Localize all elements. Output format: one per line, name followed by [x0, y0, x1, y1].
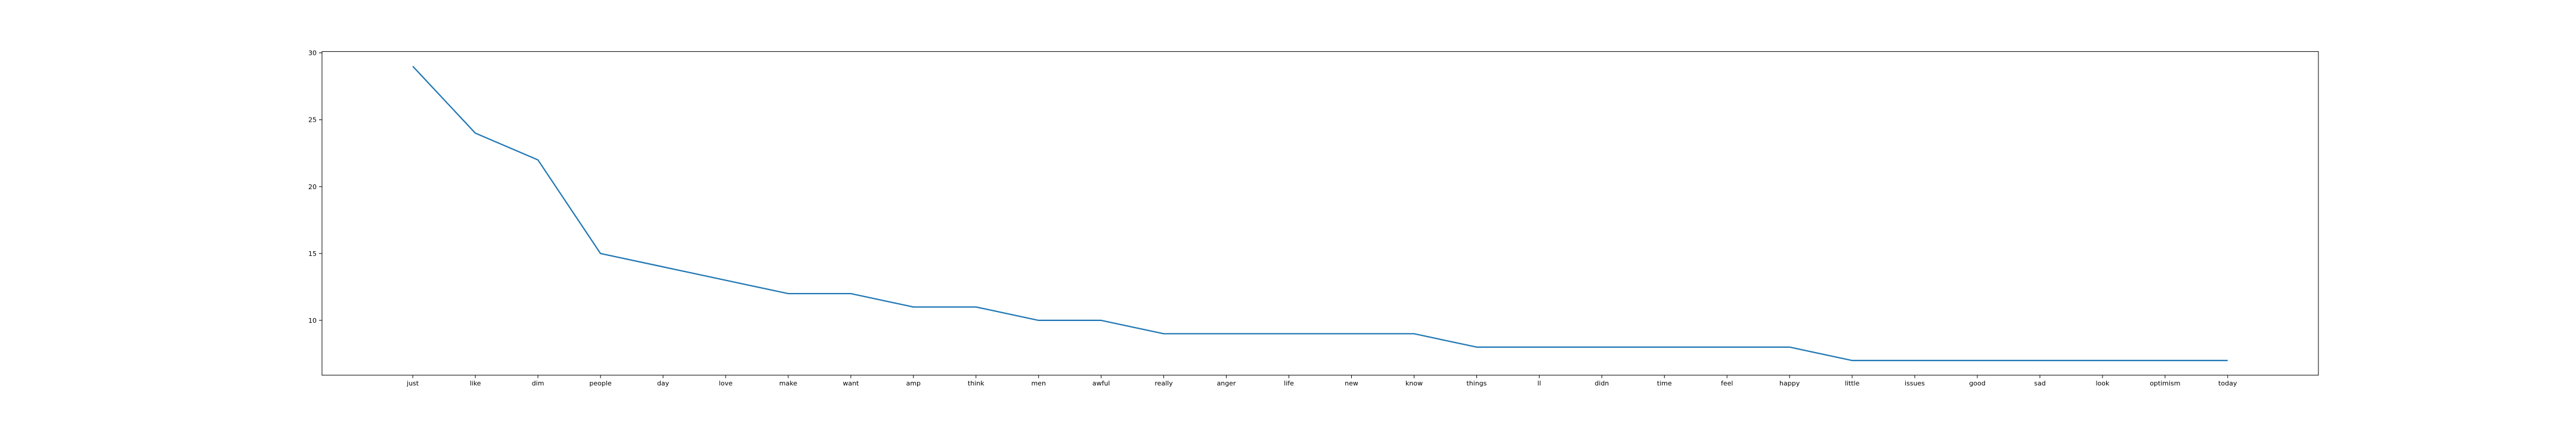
- y-tick-label: 20: [308, 183, 317, 191]
- y-tick-label: 30: [308, 50, 317, 57]
- x-tick-label: happy: [1779, 379, 1800, 387]
- x-tick-label: make: [779, 379, 797, 387]
- x-tick-label: issues: [1905, 379, 1925, 387]
- x-tick-label: feel: [1721, 379, 1733, 387]
- y-axis: 10 15 20 25 30: [308, 50, 322, 325]
- x-tick-label: men: [1031, 379, 1045, 387]
- x-tick-label: day: [657, 379, 670, 387]
- x-tick-label: love: [719, 379, 732, 387]
- x-tick-label: amp: [906, 379, 921, 387]
- x-tick-label: new: [1345, 379, 1358, 387]
- x-tick-label: life: [1284, 379, 1294, 387]
- x-tick-label: think: [968, 379, 984, 387]
- x-tick-label: really: [1154, 379, 1173, 387]
- x-tick-label: dim: [532, 379, 544, 387]
- y-tick-label: 10: [308, 317, 317, 325]
- x-tick-label: time: [1657, 379, 1672, 387]
- plot-frame: [321, 51, 2319, 376]
- series-line: [412, 66, 2228, 362]
- x-tick-label: like: [470, 379, 481, 387]
- plot-area-background: [322, 51, 2318, 375]
- x-tick-label: know: [1405, 379, 1423, 387]
- x-tick-label: optimism: [2150, 379, 2180, 387]
- x-tick-label: little: [1845, 379, 1860, 387]
- y-tick-label: 15: [308, 250, 317, 258]
- y-tick-label: 25: [308, 116, 317, 124]
- x-tick-label: anger: [1217, 379, 1236, 387]
- x-tick-label: ll: [1537, 379, 1541, 387]
- series-layer: [412, 66, 2228, 362]
- x-tick-label: didn: [1594, 379, 1609, 387]
- x-tick-label: sad: [2034, 379, 2045, 387]
- x-tick-label: today: [2218, 379, 2237, 387]
- x-tick-label: want: [843, 379, 859, 387]
- x-tick-label: things: [1466, 379, 1487, 387]
- x-tick-label: look: [2095, 379, 2110, 387]
- x-axis: just like dim people day love make want amp think…: [406, 375, 2237, 387]
- x-tick-label: just: [406, 379, 419, 387]
- x-tick-label: awful: [1092, 379, 1110, 387]
- x-tick-label: people: [589, 379, 612, 387]
- x-tick-label: good: [1969, 379, 1985, 387]
